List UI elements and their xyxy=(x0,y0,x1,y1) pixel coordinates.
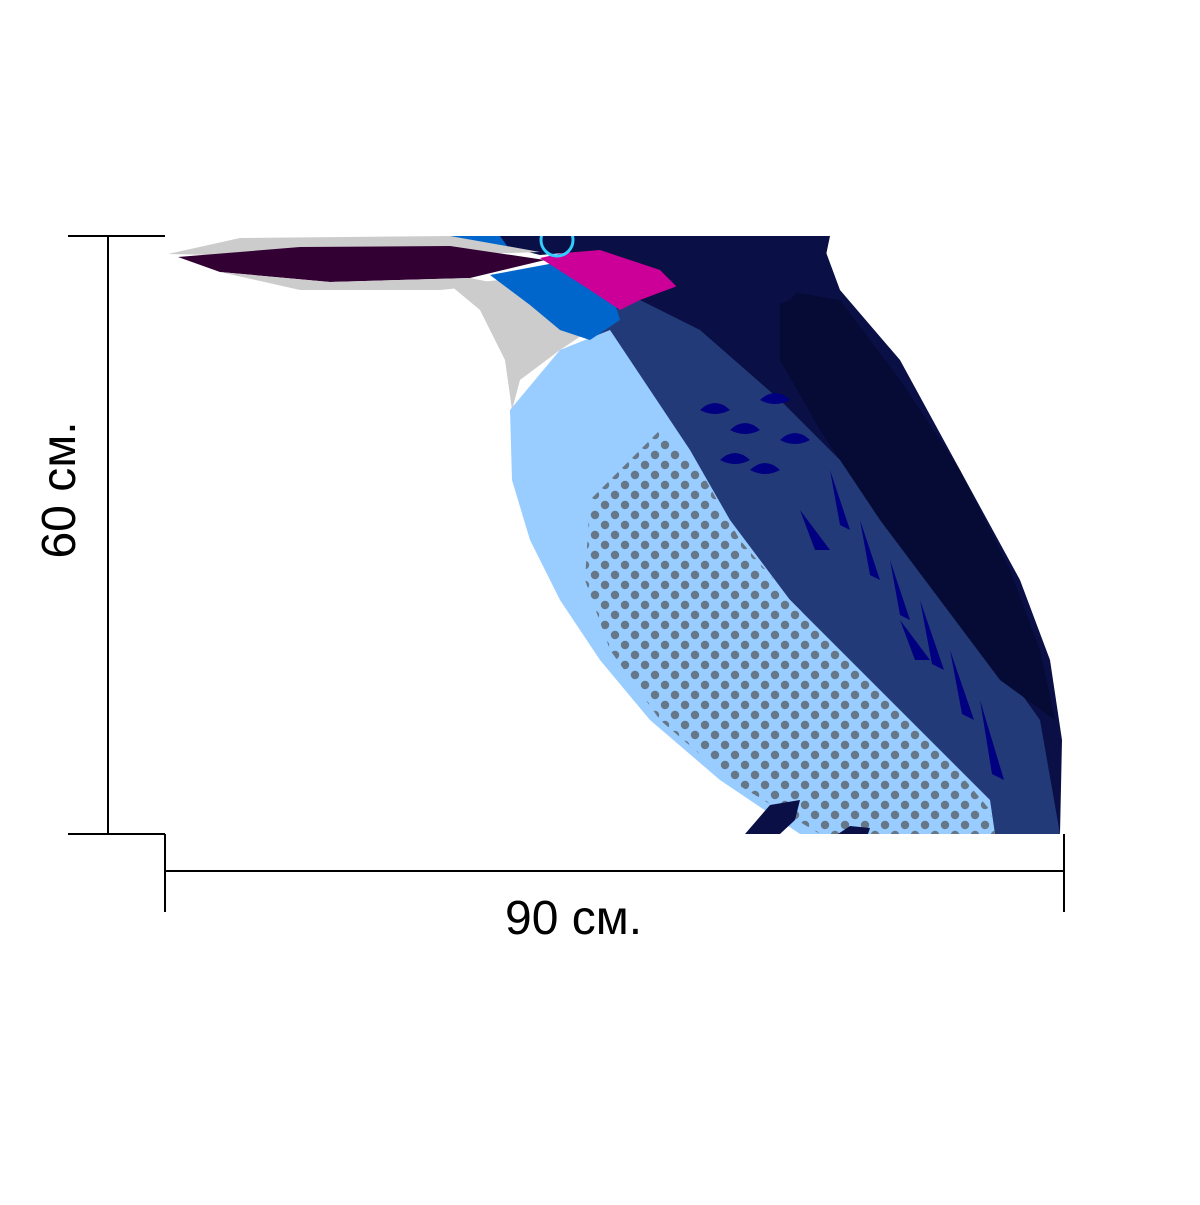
bird-belly-dots xyxy=(585,430,995,834)
bird-wing-shadow xyxy=(780,290,1055,720)
bird-foot-right xyxy=(838,826,870,834)
kingfisher-illustration xyxy=(168,236,1062,834)
bird-beak xyxy=(178,246,545,282)
bird-head xyxy=(450,236,830,320)
bird-wing xyxy=(590,300,1060,834)
bird-eye xyxy=(539,236,575,258)
height-label: 60 см. xyxy=(33,421,86,559)
height-dimension xyxy=(68,235,165,835)
width-dimension xyxy=(164,834,1065,912)
width-label: 90 см. xyxy=(505,892,643,945)
wing-feathers xyxy=(700,393,1004,780)
bird-beak-lower xyxy=(220,272,500,290)
bird-foot-left xyxy=(745,800,800,834)
